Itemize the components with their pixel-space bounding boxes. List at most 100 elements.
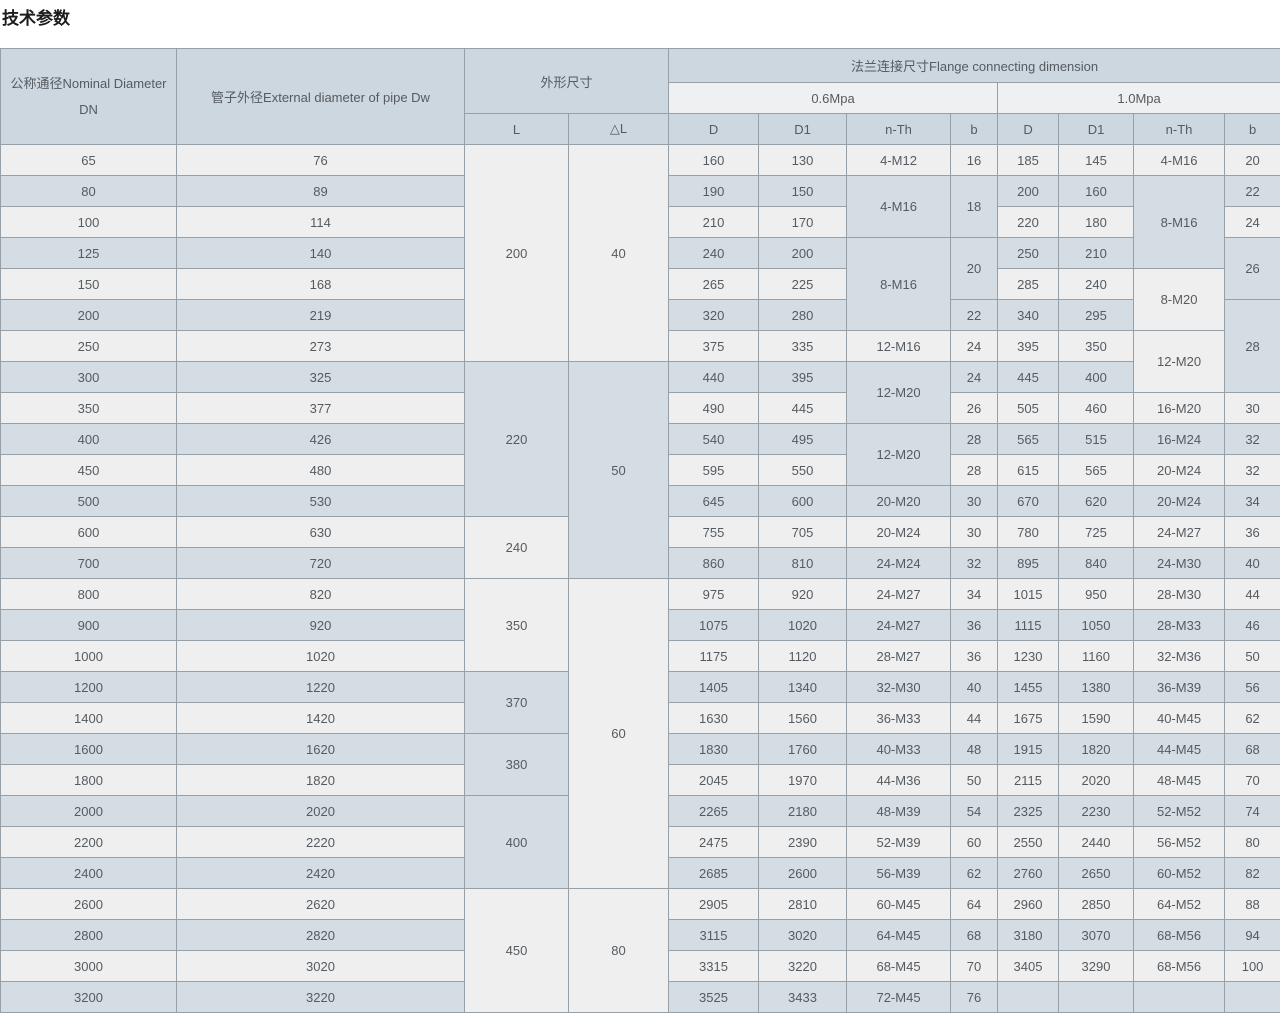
cell-b-06mpa: 50 bbox=[950, 764, 999, 796]
cell-b-10mpa: 70 bbox=[1224, 764, 1280, 796]
table-row: 350 377 490 445 26 505 460 16-M20 30 bbox=[0, 392, 1280, 424]
cell-d1-06mpa: 1020 bbox=[758, 609, 848, 641]
cell-nth-06mpa: 48-M39 bbox=[846, 795, 952, 827]
cell-l: 350 bbox=[464, 578, 569, 672]
cell-b-10mpa: 100 bbox=[1224, 950, 1280, 982]
cell-l: 220 bbox=[464, 361, 569, 517]
header-row-1: 公称通径Nominal Diameter DN 管子外径External dia… bbox=[0, 48, 1280, 145]
cell-nth-10mpa: 24-M27 bbox=[1133, 516, 1226, 548]
cell-dn: 1200 bbox=[0, 671, 177, 703]
header-d-10mpa: D bbox=[997, 113, 1060, 145]
cell-dn: 3000 bbox=[0, 950, 177, 982]
cell-dw: 630 bbox=[176, 516, 465, 548]
cell-dw: 530 bbox=[176, 485, 465, 517]
cell-b-10mpa: 50 bbox=[1224, 640, 1280, 672]
cell-d1-10mpa: 145 bbox=[1058, 144, 1135, 176]
cell-dw: 2620 bbox=[176, 888, 465, 920]
cell-d1-10mpa: 180 bbox=[1058, 206, 1135, 238]
cell-nth-06mpa: 28-M27 bbox=[846, 640, 952, 672]
cell-b-10mpa: 56 bbox=[1224, 671, 1280, 703]
cell-nth-06mpa: 24-M27 bbox=[846, 578, 952, 610]
table-row: 800 820 350 60 975 920 24-M27 34 1015 950 28-M30 44 bbox=[0, 578, 1280, 889]
cell-d1-06mpa: 2600 bbox=[758, 857, 848, 889]
header-row-2: 0.6Mpa 1.0Mpa bbox=[1, 82, 1280, 114]
cell-d1-06mpa: 1120 bbox=[758, 640, 848, 672]
cell-b-06mpa: 32 bbox=[950, 547, 999, 579]
cell-d1-06mpa: 2180 bbox=[758, 795, 848, 827]
cell-dn: 3200 bbox=[0, 981, 177, 1013]
cell-dn: 350 bbox=[0, 392, 177, 424]
cell-dw: 920 bbox=[176, 609, 465, 641]
cell-dw: 168 bbox=[176, 268, 465, 300]
cell-d1-10mpa: 400 bbox=[1058, 361, 1135, 393]
cell-d-10mpa: 2115 bbox=[997, 764, 1060, 796]
cell-d1-10mpa: 1160 bbox=[1058, 640, 1135, 672]
cell-d-06mpa: 440 bbox=[668, 361, 760, 393]
cell-delta-l: 50 bbox=[567, 361, 670, 579]
cell-b-06mpa: 30 bbox=[950, 516, 999, 548]
cell-d-06mpa: 210 bbox=[668, 206, 760, 238]
cell-d1-06mpa: 395 bbox=[758, 361, 848, 393]
cell-d-10mpa: 200 bbox=[997, 175, 1060, 207]
cell-nth-10mpa: 32-M36 bbox=[1133, 640, 1226, 672]
cell-dn: 1600 bbox=[0, 733, 177, 765]
cell-b-10mpa: 74 bbox=[1224, 795, 1280, 827]
cell-nth-06mpa: 20-M24 bbox=[846, 516, 952, 548]
cell-nth-06mpa: 60-M45 bbox=[846, 888, 952, 920]
cell-b-10mpa bbox=[1224, 981, 1280, 1013]
cell-d-10mpa: 780 bbox=[997, 516, 1060, 548]
table-row: 1600 1620 380 1830 1760 40-M33 48 1915 1820 44-M4… bbox=[0, 733, 1280, 796]
cell-b-10mpa: 20 bbox=[1224, 144, 1280, 176]
table-row: 2000 2020 400 2265 2180 48-M39 54 2325 2230 52-M5… bbox=[0, 795, 1280, 889]
cell-dn: 200 bbox=[0, 299, 177, 331]
cell-b-10mpa: 46 bbox=[1224, 609, 1280, 641]
cell-b-06mpa: 68 bbox=[950, 919, 999, 951]
table-row: 100 114 210 170 220 180 24 bbox=[0, 206, 1280, 238]
cell-b-06mpa: 24 bbox=[950, 361, 999, 393]
cell-d-06mpa: 3525 bbox=[668, 981, 760, 1013]
cell-l: 240 bbox=[464, 516, 569, 579]
cell-d1-10mpa: 3290 bbox=[1058, 950, 1135, 982]
cell-dn: 2400 bbox=[0, 857, 177, 889]
cell-nth-06mpa: 40-M33 bbox=[846, 733, 952, 765]
cell-d1-10mpa: 1050 bbox=[1058, 609, 1135, 641]
cell-d1-06mpa: 170 bbox=[758, 206, 848, 238]
cell-d1-10mpa: 2440 bbox=[1058, 826, 1135, 858]
cell-dn: 800 bbox=[0, 578, 177, 610]
cell-dn: 2600 bbox=[0, 888, 177, 920]
cell-d-10mpa: 285 bbox=[997, 268, 1060, 300]
cell-nth-06mpa: 68-M45 bbox=[846, 950, 952, 982]
table-row: 1200 1220 370 1405 1340 32-M30 40 1455 1380 36-M3… bbox=[0, 671, 1280, 734]
cell-d1-10mpa: 620 bbox=[1058, 485, 1135, 517]
cell-d1-06mpa: 280 bbox=[758, 299, 848, 331]
cell-d1-10mpa bbox=[1058, 981, 1135, 1013]
cell-dn: 900 bbox=[0, 609, 177, 641]
cell-b-06mpa: 36 bbox=[950, 640, 999, 672]
cell-dn: 1400 bbox=[0, 702, 177, 734]
cell-nth-06mpa: 56-M39 bbox=[846, 857, 952, 889]
cell-b-10mpa: 82 bbox=[1224, 857, 1280, 889]
cell-d-06mpa: 160 bbox=[668, 144, 760, 176]
cell-dw: 1220 bbox=[176, 671, 465, 703]
cell-d1-06mpa: 495 bbox=[758, 423, 848, 455]
cell-nth-10mpa: 12-M20 bbox=[1133, 330, 1226, 393]
cell-b-06mpa: 28 bbox=[950, 454, 999, 486]
cell-d-06mpa: 2475 bbox=[668, 826, 760, 858]
cell-d1-06mpa: 1340 bbox=[758, 671, 848, 703]
cell-d-06mpa: 2265 bbox=[668, 795, 760, 827]
cell-d1-06mpa: 705 bbox=[758, 516, 848, 548]
cell-d1-10mpa: 295 bbox=[1058, 299, 1135, 331]
cell-d-10mpa: 2550 bbox=[997, 826, 1060, 858]
cell-d-06mpa: 2685 bbox=[668, 857, 760, 889]
cell-dn: 300 bbox=[0, 361, 177, 393]
table-body: 65 76 200 40 160 130 4-M12 16 185 145 4-M16 20 80 89 1… bbox=[0, 144, 1280, 1013]
cell-nth-10mpa: 64-M52 bbox=[1133, 888, 1226, 920]
cell-b-06mpa: 26 bbox=[950, 392, 999, 424]
cell-b-06mpa: 36 bbox=[950, 609, 999, 641]
cell-d-10mpa: 1915 bbox=[997, 733, 1060, 765]
cell-nth-06mpa: 32-M30 bbox=[846, 671, 952, 703]
cell-l: 200 bbox=[464, 144, 569, 362]
cell-dn: 1800 bbox=[0, 764, 177, 796]
cell-l: 400 bbox=[464, 795, 569, 889]
cell-b-10mpa: 94 bbox=[1224, 919, 1280, 951]
